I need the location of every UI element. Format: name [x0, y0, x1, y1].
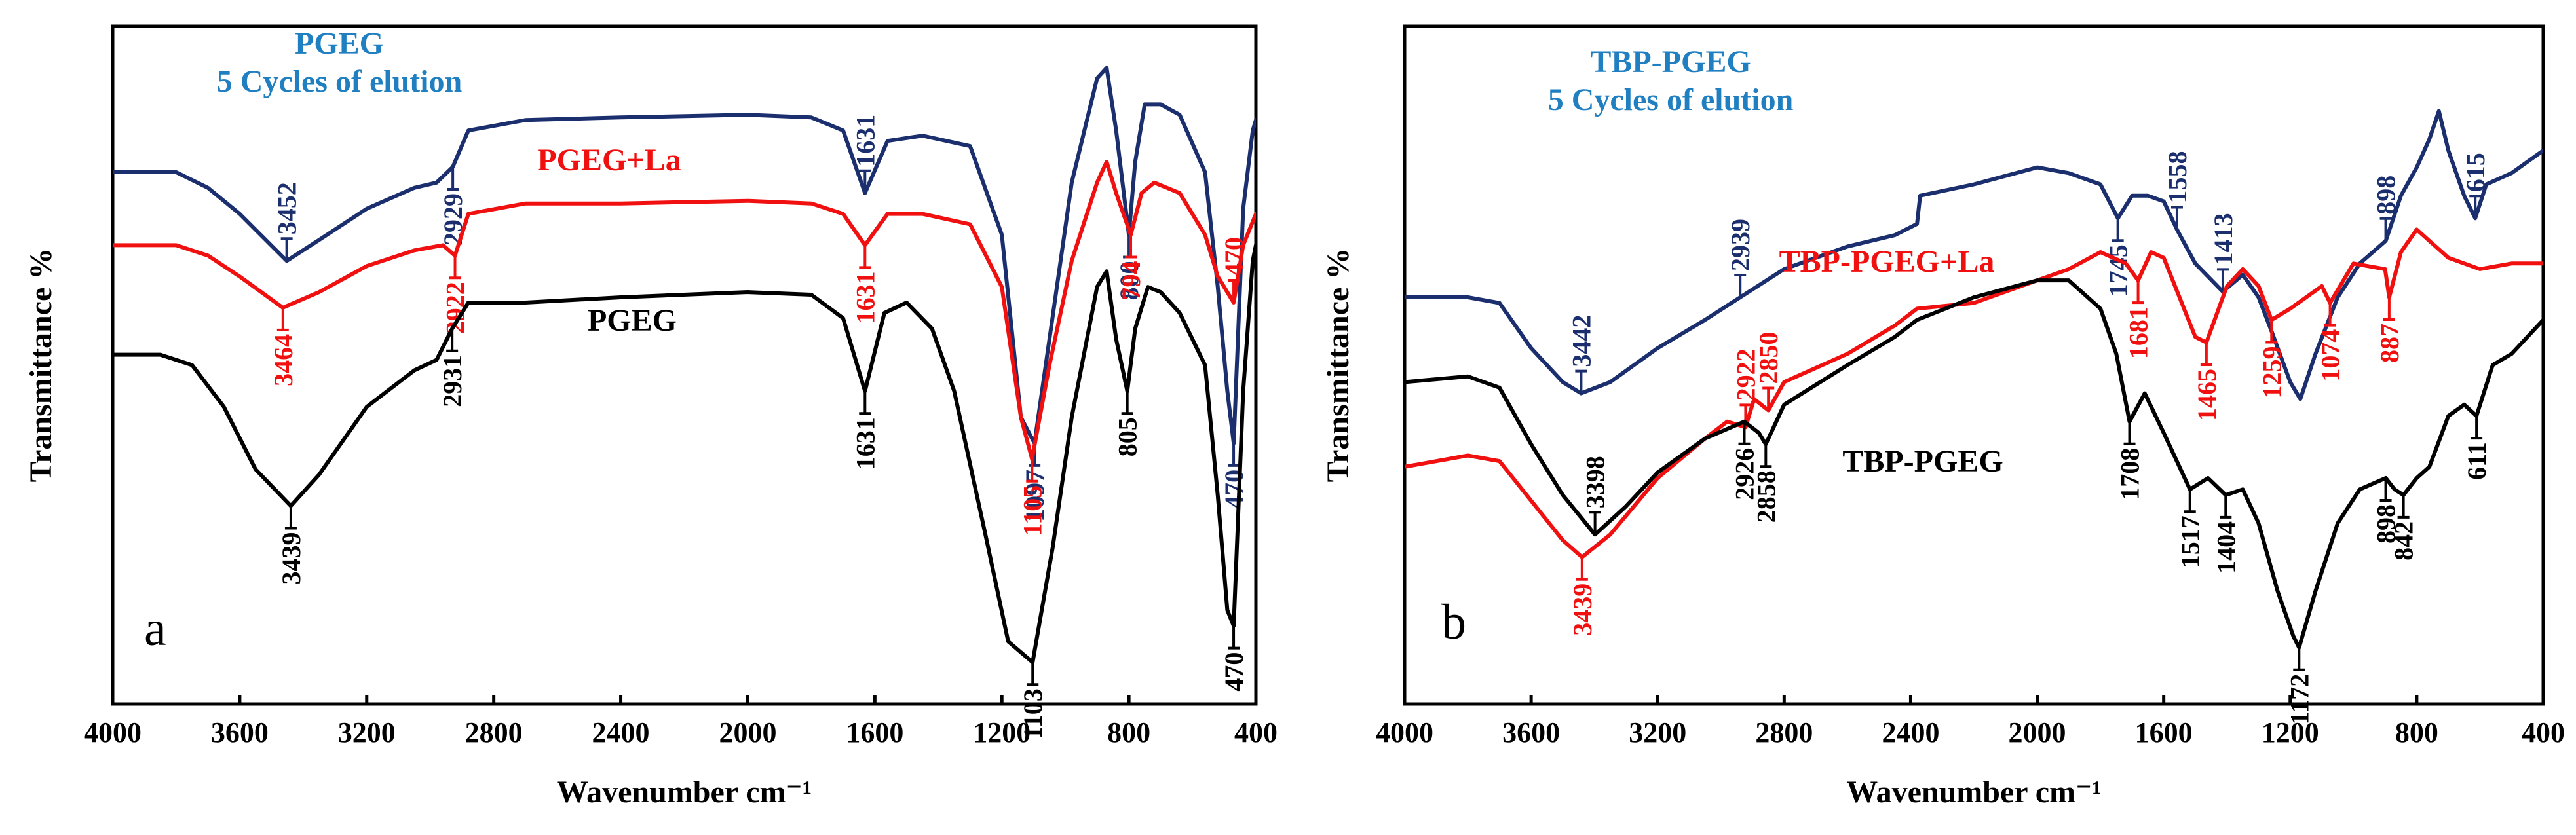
peak-label: 3439 [276, 532, 306, 584]
series-line-2 [113, 243, 1256, 665]
x-tick-label: 4000 [84, 716, 142, 749]
peak-label: 1631 [850, 417, 880, 470]
peak-label: 2922 [1731, 348, 1760, 401]
series-label: 5 Cycles of elution [1548, 83, 1794, 117]
x-tick-label: 3200 [1629, 716, 1686, 749]
peak-label: 1413 [2208, 213, 2238, 265]
peak-label: 1681 [2124, 306, 2153, 359]
x-tick-label: 2000 [2009, 716, 2066, 749]
series-label: PGEG [295, 26, 384, 61]
x-tick-label: 4000 [1376, 716, 1433, 749]
x-tick-label: 2800 [465, 716, 523, 749]
peak-label: 1708 [2115, 448, 2145, 500]
peak-label: 2850 [1754, 332, 1783, 384]
peak-label: 1074 [2316, 329, 2345, 382]
series-line-2 [1405, 278, 2543, 650]
series-label: PGEG+La [537, 143, 681, 177]
x-tick-label: 800 [1107, 716, 1150, 749]
peak-label: 1259 [2257, 346, 2286, 399]
peak-label: 2929 [438, 193, 468, 246]
x-tick-label: 2800 [1755, 716, 1813, 749]
peak-label: 470 [1219, 652, 1249, 692]
peak-label: 800 [1114, 261, 1144, 300]
peak-label: 898 [2372, 176, 2401, 215]
peak-label: 470 [1219, 237, 1249, 276]
x-tick-label: 400 [1234, 716, 1278, 749]
peak-label: 1465 [2192, 369, 2222, 421]
panel-a: 4000 3600 3200 2800 2400 2000 1600 1200 800 400 Wa… [24, 24, 1278, 809]
peak-label: 1172 [2284, 674, 2314, 725]
x-tick-label: 400 [2522, 716, 2565, 749]
x-axis-title: Wavenumber cm⁻¹ [557, 775, 812, 809]
x-tick-label: 2400 [1882, 716, 1939, 749]
series-line-1 [113, 160, 1256, 461]
series-line-1 [1405, 227, 2543, 559]
peak-label: 805 [1113, 417, 1143, 456]
peak-label: 1631 [850, 271, 880, 324]
peak-label: 1558 [2163, 151, 2192, 204]
x-tick-label: 1600 [2135, 716, 2193, 749]
panel-letter: b [1441, 595, 1466, 650]
series-label: TBP-PGEG [1842, 444, 2003, 479]
y-axis-title: Transmittance % [1321, 248, 1355, 483]
peak-label: 794 [1116, 261, 1146, 300]
peak-label: 611 [2462, 442, 2491, 480]
peak-label: 3439 [1568, 584, 1597, 636]
panel-b: 4000 3600 3200 2800 2400 2000 1600 1200 800 400 Wa… [1321, 24, 2565, 809]
x-tick-label: 2000 [719, 716, 776, 749]
peak-label: 1105 [1017, 485, 1047, 536]
x-tick-label: 1200 [973, 716, 1031, 749]
peak-label: 3442 [1566, 315, 1596, 367]
x-tick-label: 800 [2395, 716, 2438, 749]
x-tick-label: 1600 [846, 716, 903, 749]
x-tick-label: 3200 [338, 716, 396, 749]
peak-label: 1103 [1018, 688, 1048, 739]
peak-label: 3398 [1581, 456, 1610, 508]
x-axis-title: Wavenumber cm⁻¹ [1846, 775, 2101, 809]
peak-label: 898 [2372, 504, 2401, 544]
peak-label: 2858 [1751, 470, 1781, 523]
plot-frame [1403, 24, 2545, 706]
peak-label: 3464 [269, 334, 298, 386]
series-label: TBP-PGEG+La [1779, 244, 1995, 279]
series-line-0 [1405, 109, 2543, 401]
peak-label: 1517 [2176, 515, 2205, 568]
y-axis-title: Transmittance % [24, 248, 58, 483]
x-tick-label: 2400 [592, 716, 650, 749]
series-line-0 [113, 65, 1256, 445]
peak-label: 3452 [273, 182, 302, 234]
series-label: PGEG [588, 303, 677, 338]
series-label: 5 Cycles of elution [217, 64, 463, 99]
peak-label: 2939 [1726, 219, 1755, 271]
peak-label: 842 [2389, 521, 2419, 561]
plot-frame [111, 24, 1258, 706]
peak-label: 615 [2461, 153, 2490, 192]
x-tick-label: 3600 [211, 716, 269, 749]
peak-label: 2931 [438, 355, 467, 407]
peak-label: 1097 [1020, 470, 1050, 522]
peak-label: 1745 [2104, 244, 2133, 297]
panel-letter: a [144, 601, 166, 656]
x-tick-label: 3600 [1502, 716, 1560, 749]
peak-label: 2926 [1730, 448, 1760, 500]
peak-label: 1404 [2211, 521, 2241, 574]
x-tick-label: 1200 [2262, 716, 2319, 749]
series-label: TBP-PGEG [1590, 45, 1751, 79]
peak-label: 887 [2375, 324, 2404, 363]
peak-label: 1631 [850, 115, 880, 167]
peak-label: 470 [1219, 470, 1249, 509]
